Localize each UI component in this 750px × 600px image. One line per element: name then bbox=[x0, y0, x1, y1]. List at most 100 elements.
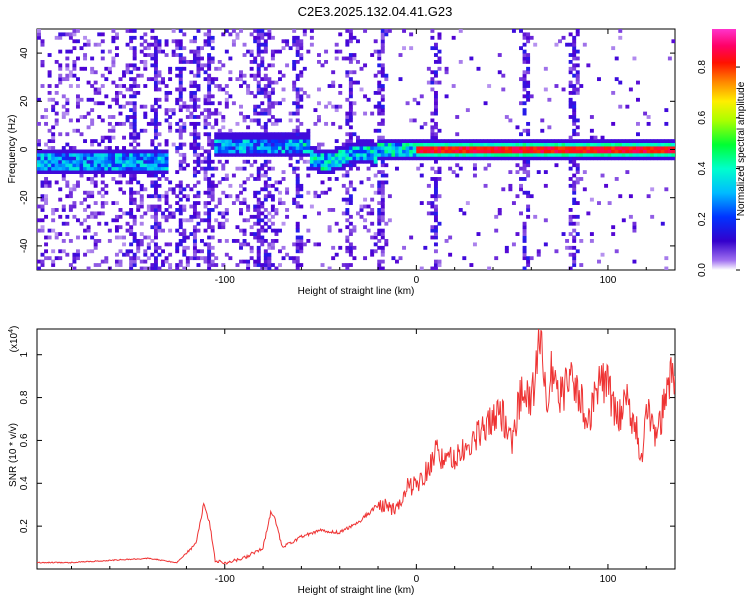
spectrogram-cell bbox=[221, 163, 226, 168]
spectrogram-cell bbox=[263, 73, 268, 78]
snr-ytick-label: 1 bbox=[19, 351, 30, 357]
spectrogram-cell bbox=[433, 228, 438, 233]
spectrogram-cell bbox=[267, 218, 272, 223]
spectrogram-cell bbox=[189, 132, 194, 137]
spectrogram-cell bbox=[164, 256, 169, 261]
spectrogram-cell bbox=[295, 90, 300, 95]
spectrogram-cell bbox=[239, 73, 243, 78]
spectrogram-cell bbox=[611, 46, 616, 51]
spectrogram-cell bbox=[132, 146, 137, 150]
spectrogram-cell bbox=[249, 256, 254, 261]
spectrogram-cell bbox=[114, 235, 119, 240]
spectrogram-cell bbox=[153, 156, 158, 161]
spectrogram-cell bbox=[100, 170, 105, 174]
spectrogram-cell bbox=[398, 149, 403, 154]
spectrogram-cell bbox=[572, 183, 577, 188]
spectrogram-cell bbox=[118, 263, 123, 267]
spectrogram-cell bbox=[256, 132, 261, 137]
spectrogram-cell bbox=[433, 104, 438, 109]
spectrogram-cell bbox=[189, 59, 194, 64]
spectrogram-cell bbox=[533, 42, 538, 47]
spectrogram-cell bbox=[189, 218, 194, 223]
spectrogram-cell bbox=[68, 163, 73, 168]
spectrogram-cell bbox=[441, 146, 446, 150]
spectrogram-cell bbox=[472, 149, 477, 154]
spectrogram-cell bbox=[302, 135, 307, 140]
spectrogram-cell bbox=[189, 121, 194, 126]
spectrogram-cell bbox=[430, 201, 435, 205]
spectrogram-cell bbox=[125, 159, 130, 164]
spectrogram-cell bbox=[207, 156, 212, 161]
spectrogram-cell bbox=[444, 149, 449, 154]
spectrogram-cell bbox=[292, 128, 297, 133]
spectrogram-cell bbox=[370, 197, 375, 202]
spectrogram-cell bbox=[207, 263, 212, 267]
spectrogram-cell bbox=[139, 152, 144, 157]
spectrogram-cell bbox=[331, 152, 336, 157]
spectrogram-cell bbox=[653, 139, 658, 144]
spectrogram-cell bbox=[196, 256, 201, 261]
spectrogram-cell bbox=[341, 56, 346, 61]
spectrogram-cell bbox=[196, 73, 201, 78]
spectrogram-cell bbox=[192, 125, 197, 130]
spectrogram-cell bbox=[143, 156, 148, 161]
spectrogram-cell bbox=[618, 29, 623, 33]
spectrogram-cell bbox=[522, 146, 527, 150]
spectrogram-cell bbox=[295, 256, 300, 261]
spectrogram-cell bbox=[515, 156, 520, 161]
spectrogram-cell bbox=[157, 170, 162, 174]
spectrogram-cell bbox=[242, 73, 247, 78]
spectrogram-cell bbox=[394, 166, 399, 171]
spectrogram-cell bbox=[281, 139, 286, 144]
spectrogram-cell bbox=[398, 156, 403, 161]
spectrogram-cell bbox=[114, 84, 119, 88]
spectrogram-cell bbox=[72, 29, 77, 33]
spectrogram-cell bbox=[487, 84, 492, 88]
spectrogram-cell bbox=[37, 166, 41, 171]
spectrogram-cell bbox=[572, 228, 577, 233]
spectrogram-cell bbox=[448, 235, 453, 240]
spectrogram-cell bbox=[572, 63, 577, 68]
spectrogram-cell bbox=[207, 214, 212, 219]
spectrogram-cell bbox=[157, 194, 162, 199]
spectrogram-cell bbox=[558, 152, 562, 157]
spectrogram-cell bbox=[568, 159, 573, 164]
spectrogram-cell bbox=[519, 146, 523, 150]
spectrogram-cell bbox=[522, 77, 527, 82]
spectrogram-cell bbox=[249, 232, 254, 236]
spectrogram-cell bbox=[242, 159, 247, 164]
spectrogram-cell bbox=[178, 259, 183, 264]
spectrogram-cell bbox=[90, 159, 95, 164]
spectrogram-cell bbox=[139, 197, 144, 202]
spectrogram-cell bbox=[217, 135, 222, 140]
spectrogram-cell bbox=[260, 135, 265, 140]
spectrogram-cell bbox=[235, 77, 240, 82]
spectrogram-cell bbox=[480, 139, 484, 144]
spectrogram-cell bbox=[313, 190, 318, 195]
spectrogram-cell bbox=[338, 156, 343, 161]
spectrogram-cell bbox=[171, 214, 176, 219]
spectrogram-cell bbox=[575, 221, 580, 226]
spectrogram-cell bbox=[83, 170, 88, 174]
spectrogram-cell bbox=[136, 249, 141, 254]
spectrogram-cell bbox=[86, 228, 91, 233]
spectrogram-cell bbox=[253, 56, 258, 61]
spectrogram-cell bbox=[416, 101, 421, 106]
spectrogram-cell bbox=[47, 156, 52, 161]
spectrogram-cell bbox=[253, 104, 258, 109]
spectrogram-cell bbox=[540, 128, 545, 133]
spectrogram-cell bbox=[40, 204, 45, 209]
spectrogram-cell bbox=[352, 101, 357, 106]
spectrogram-cell bbox=[469, 142, 474, 147]
spectrogram-cell bbox=[575, 56, 580, 61]
spectrogram-cell bbox=[448, 166, 453, 171]
spectrogram-cell bbox=[90, 84, 95, 88]
spectrogram-cell bbox=[632, 142, 637, 147]
spectrogram-cell bbox=[125, 29, 130, 33]
spectrogram-cell bbox=[114, 156, 119, 161]
spectrogram-cell bbox=[380, 146, 385, 150]
spectrogram-cell bbox=[380, 232, 385, 236]
spectrogram-cell bbox=[309, 152, 314, 157]
spectrogram-cell bbox=[540, 118, 545, 123]
